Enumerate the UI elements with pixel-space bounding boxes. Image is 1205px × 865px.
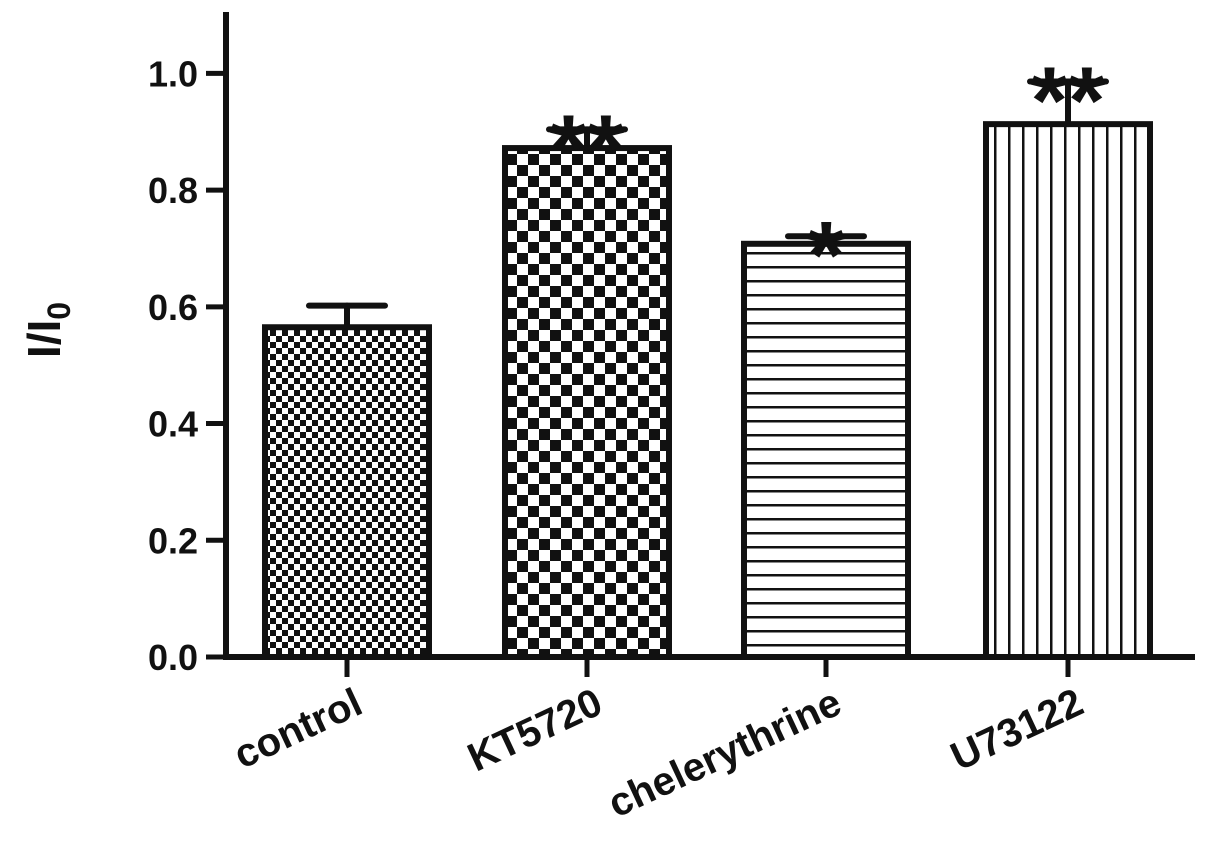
x-tick-label: KT5720 bbox=[461, 680, 609, 780]
bar-control bbox=[262, 324, 432, 660]
x-tick-label: U73122 bbox=[944, 680, 1090, 779]
significance-marker-chelerythrine: * bbox=[807, 202, 845, 309]
y-axis-label: I/I0 bbox=[18, 302, 77, 358]
x-tick-label: control bbox=[227, 680, 368, 777]
bar-chelerythrine bbox=[741, 240, 911, 660]
y-tick-label: 1.0 bbox=[148, 53, 198, 94]
x-tick-label: chelerythrine bbox=[602, 680, 848, 826]
bar-KT5720 bbox=[502, 145, 672, 660]
bar-U73122 bbox=[983, 121, 1153, 660]
y-tick-label: 0.8 bbox=[148, 170, 198, 211]
y-tick-label: 0.0 bbox=[148, 637, 198, 678]
significance-marker-U73122: ** bbox=[1031, 48, 1106, 155]
significance-marker-KT5720: ** bbox=[550, 95, 625, 202]
y-tick-label: 0.2 bbox=[148, 520, 198, 561]
y-tick-label: 0.4 bbox=[148, 404, 198, 445]
y-tick-label: 0.6 bbox=[148, 287, 198, 328]
